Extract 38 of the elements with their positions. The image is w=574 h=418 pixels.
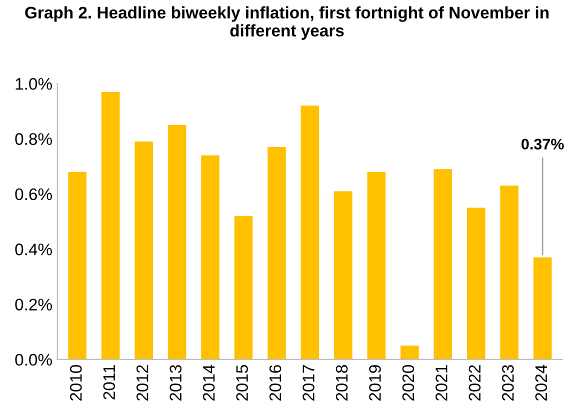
x-tick-label: 2019 (369, 365, 381, 401)
bar (101, 92, 120, 360)
bar (168, 124, 186, 360)
x-tick-label: 2018 (336, 365, 348, 401)
y-tick-label: 0.0% (15, 354, 52, 366)
bar (201, 155, 220, 360)
bar (68, 172, 86, 360)
x-tick-label: 2014 (202, 364, 215, 401)
x-tick-label: 2023 (502, 365, 514, 401)
annotation: 0.37% (522, 138, 564, 150)
x-tick-label: 2016 (269, 365, 282, 401)
bar (300, 106, 320, 360)
y-tick-label: 1.0% (16, 78, 52, 90)
x-tick-label: 2012 (136, 365, 148, 401)
x-tick-label: 2024 (535, 364, 548, 401)
x-tick-label: 2022 (468, 365, 481, 401)
x-tick-label: 2017 (302, 365, 314, 401)
y-tick-label: 0.8% (15, 133, 52, 145)
x-tick-label: 2010 (70, 364, 82, 401)
x-tick-label: 2011 (103, 365, 116, 400)
bar (334, 191, 352, 360)
y-tick-label: 0.4% (15, 244, 52, 256)
bar (367, 172, 386, 360)
y-tick-label: 0.6% (15, 188, 52, 200)
bar (134, 142, 153, 360)
x-tick-label: 2021 (436, 365, 448, 401)
chart-title: Graph 2. Headline biweekly inflation, first fortnight of November in different years (25, 6, 549, 40)
x-tick-label: 2013 (170, 365, 182, 401)
bar (268, 147, 286, 360)
bar (466, 208, 486, 360)
bar (234, 216, 253, 360)
bar (533, 257, 552, 360)
bar (500, 186, 518, 360)
x-tick-label: 2020 (402, 364, 414, 401)
bar (434, 169, 452, 360)
x-tick-label: 2015 (236, 365, 248, 401)
y-tick-label: 0.2% (15, 298, 52, 311)
bar (400, 346, 419, 360)
